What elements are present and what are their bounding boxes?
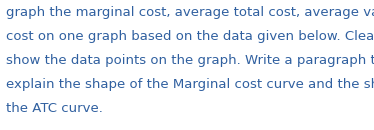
- Text: cost on one graph based on the data given below. Clearly: cost on one graph based on the data give…: [6, 30, 374, 43]
- Text: the ATC curve.: the ATC curve.: [6, 102, 103, 115]
- Text: explain the shape of the Marginal cost curve and the shape of: explain the shape of the Marginal cost c…: [6, 78, 374, 91]
- Text: graph the marginal cost, average total cost, average variable: graph the marginal cost, average total c…: [6, 6, 374, 19]
- Text: show the data points on the graph. Write a paragraph to: show the data points on the graph. Write…: [6, 54, 374, 67]
